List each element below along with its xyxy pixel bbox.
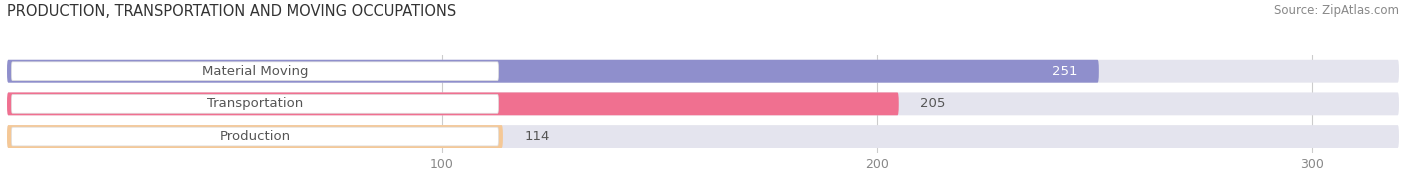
FancyBboxPatch shape [7,125,1399,148]
FancyBboxPatch shape [11,62,499,81]
Text: Source: ZipAtlas.com: Source: ZipAtlas.com [1274,4,1399,17]
FancyBboxPatch shape [7,60,1099,83]
Text: 205: 205 [921,97,946,110]
FancyBboxPatch shape [11,127,499,146]
FancyBboxPatch shape [7,93,1399,115]
FancyBboxPatch shape [7,93,898,115]
FancyBboxPatch shape [7,125,503,148]
Text: Transportation: Transportation [207,97,304,110]
Text: PRODUCTION, TRANSPORTATION AND MOVING OCCUPATIONS: PRODUCTION, TRANSPORTATION AND MOVING OC… [7,4,457,19]
Text: Production: Production [219,130,291,143]
Text: Material Moving: Material Moving [201,65,308,78]
FancyBboxPatch shape [11,94,499,113]
FancyBboxPatch shape [7,60,1399,83]
Text: 114: 114 [524,130,550,143]
Text: 251: 251 [1052,65,1077,78]
